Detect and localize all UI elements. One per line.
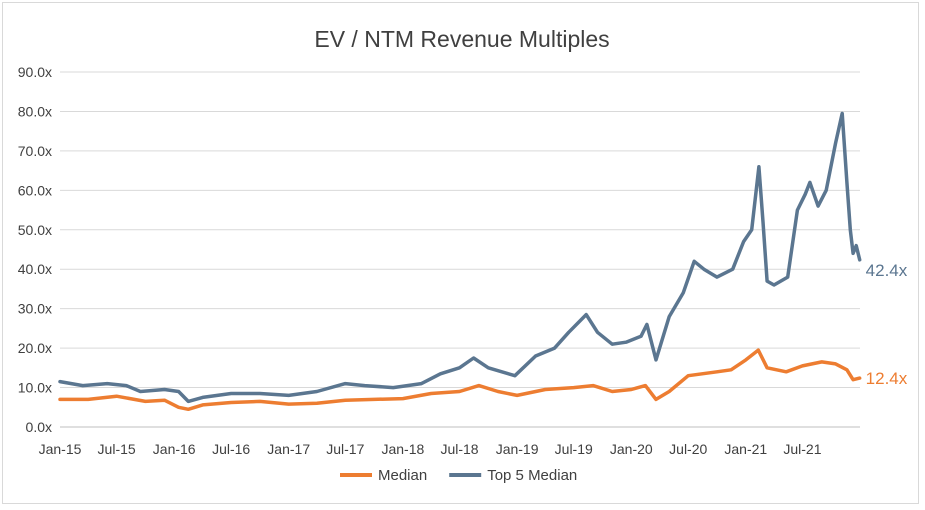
y-tick-label: 20.0x — [18, 340, 52, 356]
legend-label: Median — [378, 467, 427, 484]
top5-end-label: 42.4x — [866, 261, 908, 280]
legend: Median Top 5 Median — [340, 467, 577, 484]
x-tick-label: Jan-15 — [39, 441, 82, 457]
y-tick-label: 40.0x — [18, 261, 52, 277]
y-axis-ticks: 0.0x 10.0x 20.0x 30.0x 40.0x 50.0x 60.0x 70.0x 8… — [18, 64, 52, 435]
legend-label: Top 5 Median — [487, 467, 577, 484]
y-tick-label: 50.0x — [18, 222, 52, 238]
x-tick-label: Jul-21 — [783, 441, 821, 457]
y-tick-label: 70.0x — [18, 143, 52, 159]
x-tick-label: Jul-19 — [555, 441, 593, 457]
y-tick-label: 10.0x — [18, 380, 52, 396]
x-tick-label: Jan-19 — [496, 441, 539, 457]
x-axis-ticks: Jan-15 Jul-15 Jan-16 Jul-16 Jan-17 Jul-17 Jan-… — [39, 441, 822, 457]
x-tick-label: Jan-16 — [153, 441, 196, 457]
x-tick-label: Jan-21 — [724, 441, 767, 457]
y-tick-label: 80.0x — [18, 103, 52, 119]
x-tick-label: Jul-18 — [440, 441, 478, 457]
x-tick-label: Jul-15 — [98, 441, 136, 457]
gridlines — [60, 71, 860, 428]
y-tick-label: 60.0x — [18, 182, 52, 198]
x-tick-label: Jan-17 — [267, 441, 310, 457]
chart-title: EV / NTM Revenue Multiples — [314, 26, 609, 52]
x-tick-label: Jan-20 — [610, 441, 653, 457]
median-end-label: 12.4x — [866, 369, 908, 388]
x-tick-label: Jul-16 — [212, 441, 250, 457]
y-tick-label: 30.0x — [18, 301, 52, 317]
x-tick-label: Jul-17 — [326, 441, 364, 457]
x-tick-label: Jan-18 — [381, 441, 424, 457]
median-series-line — [58, 348, 862, 412]
y-tick-label: 90.0x — [18, 64, 52, 80]
y-tick-label: 0.0x — [26, 419, 52, 435]
x-tick-label: Jul-20 — [669, 441, 707, 457]
top5-median-series-line — [58, 111, 862, 404]
end-labels: 42.4x 12.4x — [866, 261, 908, 388]
series-lines — [58, 111, 862, 412]
